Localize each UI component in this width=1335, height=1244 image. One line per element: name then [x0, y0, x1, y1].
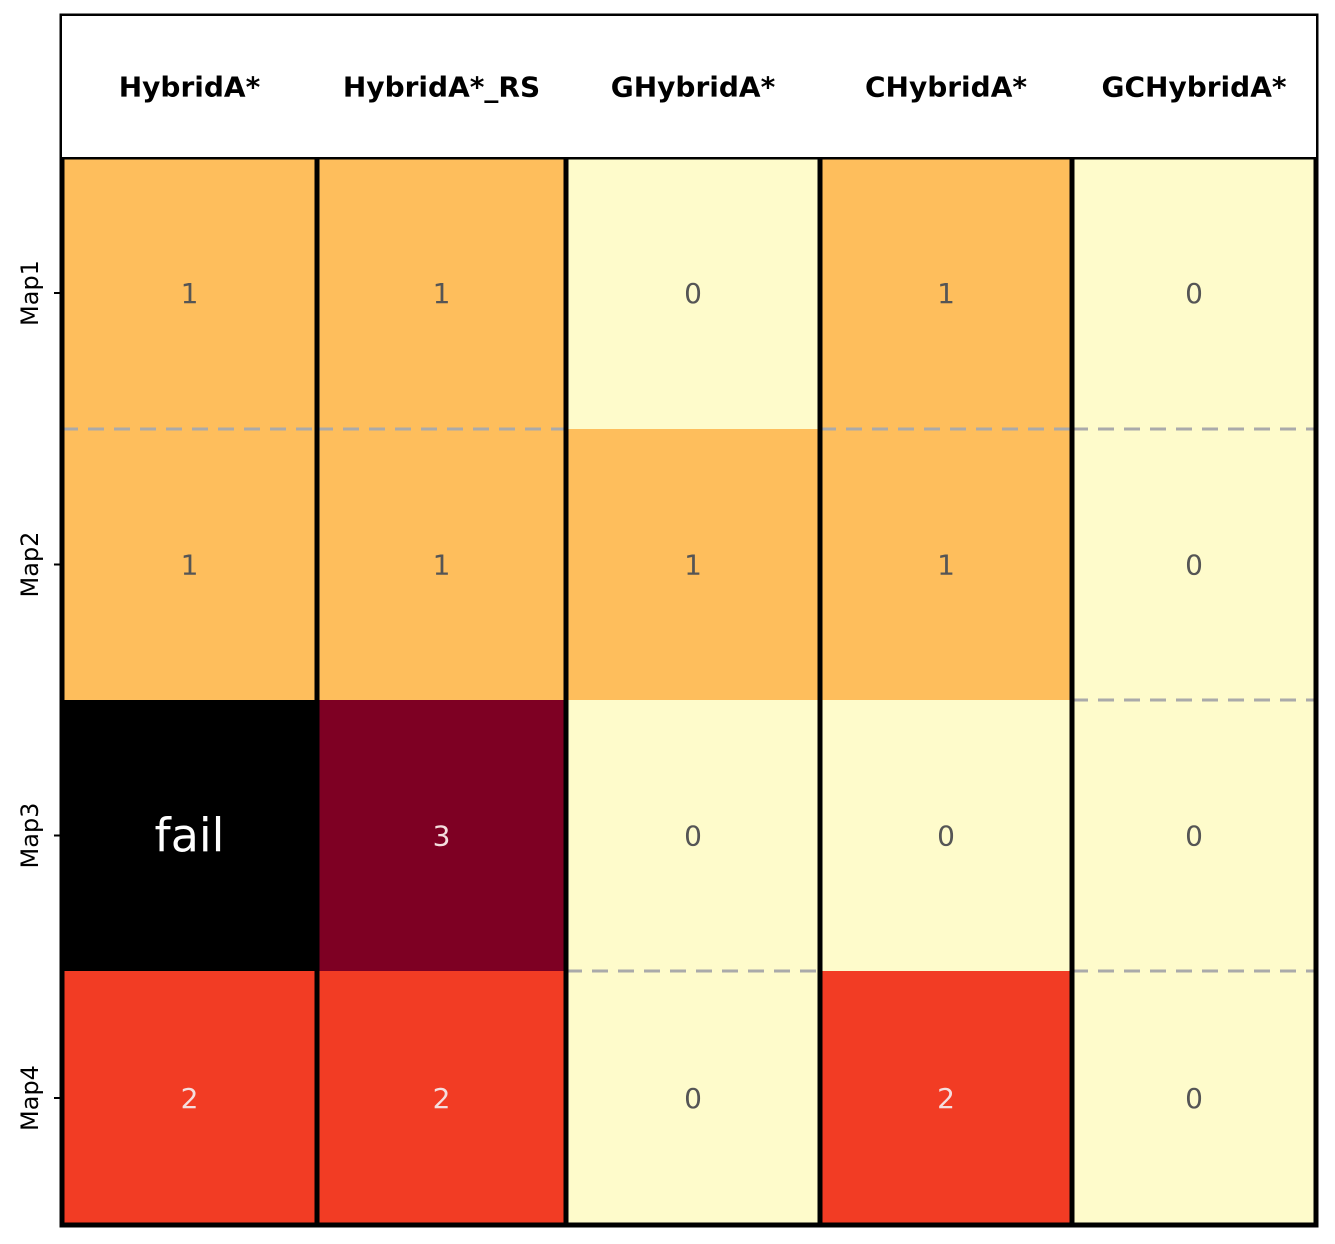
cell-labels: 1 1 0 1 0 1 1 1 1 0 fail 3 0 0 0 2 2 0 2 0: [155, 277, 1203, 1115]
cell-value-label: 0: [1185, 277, 1203, 310]
heatmap-cell-map3-3: [566, 700, 820, 971]
column-header-label: HybridA*_RS: [343, 71, 540, 104]
heatmap-cell-map4-2: [317, 971, 566, 1225]
cell-value-label: 2: [181, 1082, 199, 1115]
column-headers: HybridA* HybridA*_RS GHybridA* CHybridA* GCH…: [62, 16, 1316, 157]
cell-value-label: 3: [433, 820, 451, 853]
heatmap-cell-map4-1: [62, 971, 317, 1225]
heatmap-cell-map3-5: [1072, 700, 1316, 971]
cell-value-label: 2: [937, 1082, 955, 1115]
heatmap-cell-map2-4: [820, 429, 1072, 700]
heatmap-cell-map1-1: [62, 157, 317, 429]
heatmap-cell-map1-3: [566, 157, 820, 429]
cell-value-label: 1: [181, 277, 199, 310]
heatmap-cell-map2-5: [1072, 429, 1316, 700]
row-labels: Map1 Map2 Map3 Map4: [16, 260, 62, 1131]
cell-value-label: 1: [433, 277, 451, 310]
heatmap-cell-map1-5: [1072, 157, 1316, 429]
column-header-label: HybridA*: [119, 71, 261, 104]
column-header-label: GCHybridA*: [1101, 71, 1286, 104]
column-header-cell: [62, 16, 317, 157]
cell-value-label: 0: [684, 1082, 702, 1115]
heatmap-cell-map4-3: [566, 971, 820, 1225]
heatmap-cell-map4-5: [1072, 971, 1316, 1225]
cell-value-label: 0: [1185, 549, 1203, 582]
cell-value-label: fail: [155, 809, 225, 863]
row-label-map2: Map2: [16, 532, 44, 598]
heatmap-cell-map2-2: [317, 429, 566, 700]
column-header-cell: [566, 16, 820, 157]
column-header-cell: [317, 16, 566, 157]
heatmap-cell-map1-4: [820, 157, 1072, 429]
heatmap-cell-map3-1: [62, 700, 317, 971]
cell-value-label: 1: [937, 277, 955, 310]
heatmap-cell-map2-3: [566, 429, 820, 700]
cell-value-label: 1: [684, 549, 702, 582]
heatmap-cell-map3-2: [317, 700, 566, 971]
column-header-cell: [1072, 16, 1316, 157]
heatmap-cell-map3-4: [820, 700, 1072, 971]
column-header-cell: [820, 16, 1072, 157]
column-header-label: GHybridA*: [611, 71, 776, 104]
row-label-map1: Map1: [16, 260, 44, 326]
heatmap-cell-map2-1: [62, 429, 317, 700]
cell-value-label: 1: [433, 549, 451, 582]
cell-value-label: 1: [181, 549, 199, 582]
column-header-label: CHybridA*: [865, 71, 1027, 104]
row-separators: [62, 427, 1316, 973]
row-label-map3: Map3: [16, 803, 44, 869]
cell-value-label: 0: [1185, 1082, 1203, 1115]
row-label-map4: Map4: [16, 1065, 44, 1131]
cell-value-label: 0: [684, 820, 702, 853]
cell-value-label: 1: [937, 549, 955, 582]
heatmap-cells: [62, 157, 1316, 1225]
cell-value-label: 0: [1185, 820, 1203, 853]
cell-value-label: 0: [937, 820, 955, 853]
cell-value-label: 2: [433, 1082, 451, 1115]
cell-value-label: 0: [684, 277, 702, 310]
heatmap-cell-map4-4: [820, 971, 1072, 1225]
heatmap-cell-map1-2: [317, 157, 566, 429]
